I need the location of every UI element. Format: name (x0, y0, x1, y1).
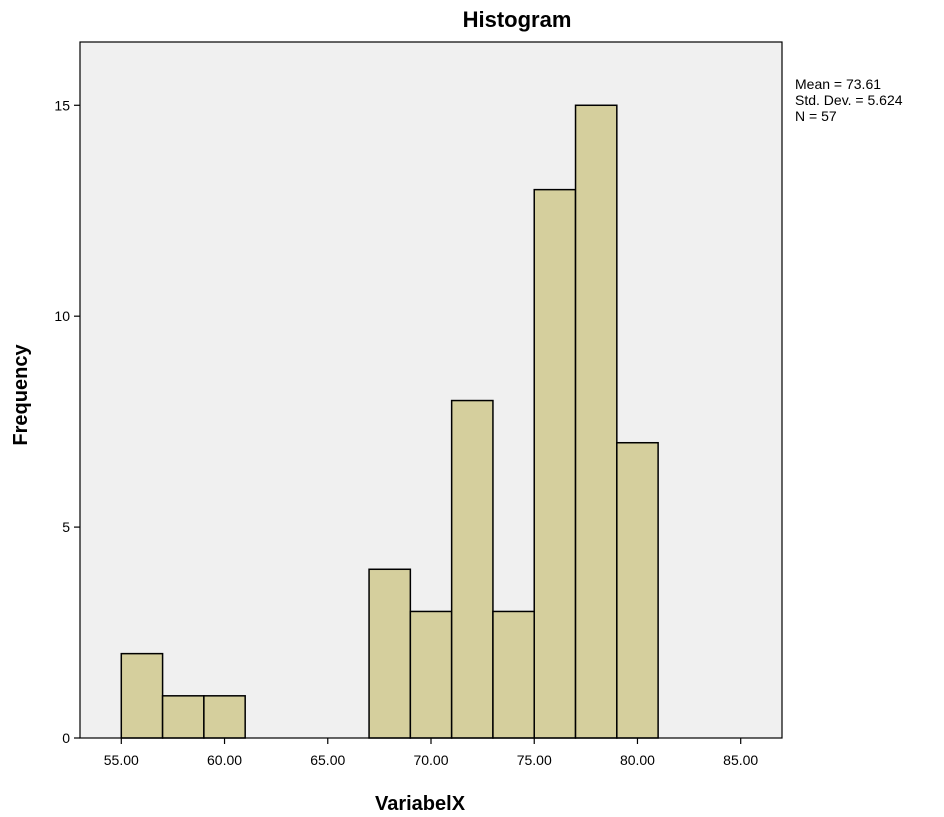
x-tick-label: 65.00 (310, 752, 345, 768)
histogram-bar (409, 610, 453, 739)
histogram-bar (492, 610, 535, 739)
bars-group (120, 104, 659, 739)
chart-title: Histogram (463, 7, 572, 32)
x-tick-label: 70.00 (413, 752, 448, 768)
histogram-bar (203, 695, 246, 739)
x-axis-ticks: 55.00 60.00 65.00 70.00 75.00 80.00 85.00 (104, 738, 758, 768)
histogram-bar (120, 652, 164, 739)
histogram-bar (161, 695, 205, 739)
stat-line: Std. Dev. = 5.624 (795, 92, 903, 108)
x-tick-label: 80.00 (620, 752, 655, 768)
y-tick-label: 10 (54, 308, 70, 324)
histogram-bar (450, 399, 494, 739)
x-axis-label: VariabelX (375, 793, 466, 815)
stat-line: N = 57 (795, 108, 837, 124)
x-tick-label: 55.00 (104, 752, 139, 768)
histogram-bar (616, 441, 659, 739)
histogram-bar (533, 188, 577, 739)
y-tick-label: 0 (62, 730, 70, 746)
histogram-bar (368, 568, 412, 739)
histogram-bar (574, 104, 618, 739)
stat-line: Mean = 73.61 (795, 76, 881, 92)
x-tick-label: 60.00 (207, 752, 242, 768)
y-axis-label: Frequency (10, 344, 32, 446)
x-tick-label: 85.00 (723, 752, 758, 768)
y-tick-label: 5 (62, 519, 70, 535)
y-axis-ticks: 0 5 10 15 (54, 97, 80, 746)
x-tick-label: 75.00 (517, 752, 552, 768)
y-tick-label: 15 (54, 97, 70, 113)
